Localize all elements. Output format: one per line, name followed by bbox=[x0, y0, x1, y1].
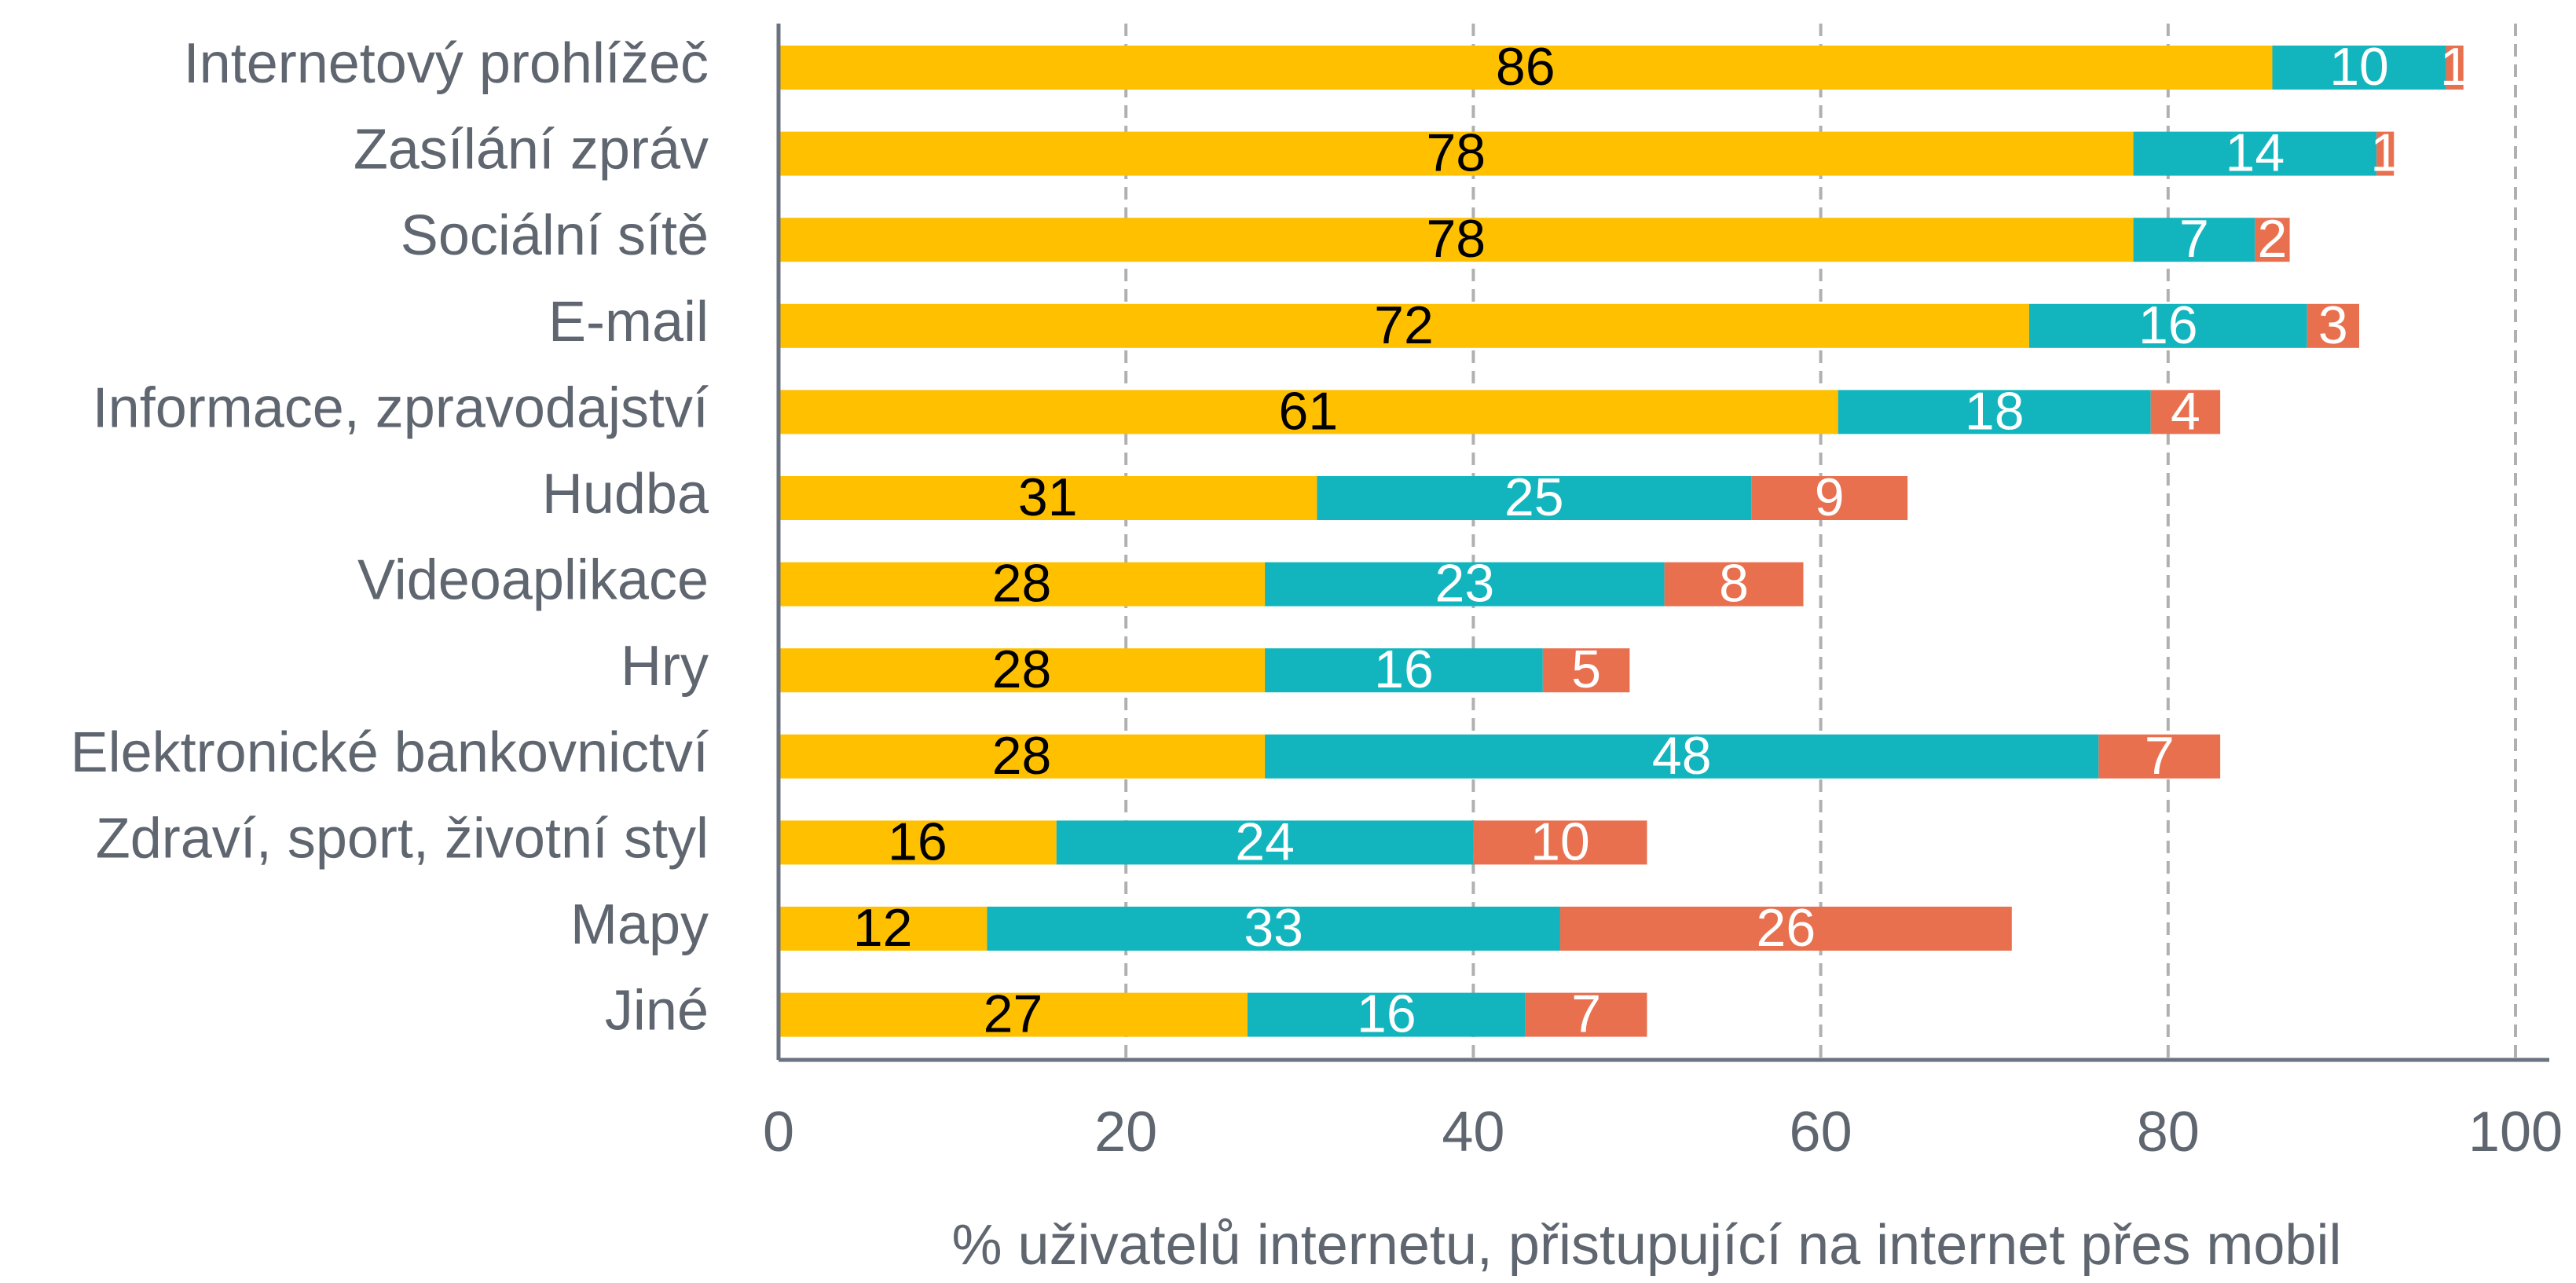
category-label: E-mail bbox=[548, 291, 709, 354]
value-label: 7 bbox=[2145, 726, 2175, 786]
value-label: 14 bbox=[2226, 123, 2285, 183]
bar-segment bbox=[987, 907, 1560, 951]
bar-segment bbox=[1056, 820, 1474, 865]
bar-segment bbox=[1542, 648, 1630, 693]
category-label: Mapy bbox=[570, 893, 709, 956]
value-label: 28 bbox=[992, 640, 1052, 699]
value-label: 28 bbox=[992, 554, 1052, 614]
category-label: Hudba bbox=[542, 463, 709, 526]
x-tick-label: 20 bbox=[1094, 1101, 1157, 1164]
value-label: 5 bbox=[1571, 640, 1601, 699]
value-label: 27 bbox=[984, 984, 1043, 1044]
value-label: 23 bbox=[1435, 554, 1495, 614]
x-axis-title: % uživatelů internetu, přistupující na i… bbox=[952, 1214, 2342, 1277]
category-label: Jiné bbox=[605, 980, 709, 1043]
x-tick-label: 60 bbox=[1790, 1101, 1852, 1164]
bar-segment bbox=[1838, 390, 2151, 434]
value-label: 16 bbox=[888, 812, 947, 871]
bar-segment bbox=[779, 820, 1057, 865]
bar-segment bbox=[2133, 218, 2255, 262]
bar-segment bbox=[1751, 476, 1908, 520]
category-label: Internetový prohlížeč bbox=[184, 32, 709, 95]
value-label: 48 bbox=[1652, 726, 1712, 786]
value-label: 8 bbox=[1719, 554, 1749, 614]
value-label: 78 bbox=[1426, 123, 1486, 183]
bar-segment bbox=[1473, 820, 1647, 865]
category-label: Zasílání zpráv bbox=[354, 119, 709, 181]
value-label: 16 bbox=[1374, 640, 1434, 699]
bar-segment bbox=[779, 734, 1266, 779]
bar-segment bbox=[2272, 46, 2446, 90]
value-label: 86 bbox=[1496, 37, 1555, 97]
bar-segment bbox=[2098, 734, 2221, 779]
value-label: 33 bbox=[1244, 898, 1303, 958]
value-label: 10 bbox=[2329, 37, 2389, 97]
value-label: 16 bbox=[1357, 984, 1416, 1044]
value-label: 7 bbox=[1571, 984, 1601, 1044]
category-label: Elektronické bankovnictví bbox=[71, 721, 709, 784]
value-label: 72 bbox=[1374, 295, 1434, 355]
bar-segment bbox=[2307, 303, 2360, 348]
x-tick-label: 40 bbox=[1442, 1101, 1504, 1164]
value-label: 1 bbox=[2440, 37, 2470, 97]
bar-segment bbox=[779, 390, 1838, 434]
category-label: Informace, zpravodajství bbox=[93, 376, 709, 439]
value-label: 12 bbox=[853, 898, 913, 958]
category-label: Sociální sítě bbox=[401, 204, 709, 267]
bar-segment bbox=[779, 992, 1248, 1037]
bar-segment bbox=[779, 562, 1266, 607]
value-label: 3 bbox=[2318, 295, 2348, 355]
bar-segment bbox=[779, 648, 1266, 693]
value-label: 16 bbox=[2138, 295, 2198, 355]
x-tick-label: 80 bbox=[2137, 1101, 2200, 1164]
bar-segment bbox=[2028, 303, 2307, 348]
bar-segment bbox=[1664, 562, 1804, 607]
category-label: Hry bbox=[621, 635, 709, 698]
bar-segment bbox=[2150, 390, 2221, 434]
value-label: 4 bbox=[2171, 381, 2200, 441]
x-tick-label: 0 bbox=[763, 1101, 794, 1164]
bar-segment bbox=[2446, 46, 2464, 90]
bar-segment bbox=[779, 131, 2134, 176]
x-tick-label: 100 bbox=[2468, 1101, 2563, 1164]
bar-segment bbox=[2133, 131, 2377, 176]
bar-segment bbox=[1265, 648, 1543, 693]
value-label: 7 bbox=[2179, 209, 2209, 269]
value-label: 78 bbox=[1426, 209, 1486, 269]
value-label: 2 bbox=[2258, 209, 2288, 269]
bar-segment bbox=[779, 907, 988, 951]
value-label: 31 bbox=[1018, 467, 1078, 527]
value-label: 10 bbox=[1530, 812, 1590, 871]
value-label: 26 bbox=[1757, 898, 1816, 958]
bar-segment bbox=[1559, 907, 2012, 951]
value-label: 24 bbox=[1235, 812, 1295, 871]
bar-segment bbox=[779, 218, 2134, 262]
value-label: 9 bbox=[1815, 467, 1845, 527]
bar-segment bbox=[1265, 562, 1665, 607]
category-label: Zdraví, sport, životní styl bbox=[96, 807, 709, 870]
value-label: 28 bbox=[992, 726, 1052, 786]
bar-segment bbox=[779, 303, 2029, 348]
bar-segment bbox=[1317, 476, 1752, 520]
value-label: 18 bbox=[1965, 381, 2025, 441]
value-label: 1 bbox=[2370, 123, 2400, 183]
bar-segment bbox=[1265, 734, 2099, 779]
bar-segment bbox=[2376, 131, 2395, 176]
category-label: Videoaplikace bbox=[357, 549, 709, 612]
bar-segment bbox=[779, 46, 2273, 90]
value-label: 25 bbox=[1504, 467, 1564, 527]
bar-segment bbox=[1247, 992, 1526, 1037]
bar-segment bbox=[2255, 218, 2290, 262]
value-label: 61 bbox=[1279, 381, 1339, 441]
bar-segment bbox=[779, 476, 1317, 520]
bar-segment bbox=[1525, 992, 1647, 1037]
